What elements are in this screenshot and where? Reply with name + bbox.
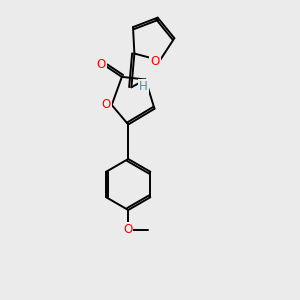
Text: O: O (123, 224, 133, 236)
Text: O: O (150, 55, 160, 68)
Text: O: O (102, 98, 111, 111)
Text: H: H (139, 80, 148, 93)
Text: O: O (97, 58, 106, 70)
